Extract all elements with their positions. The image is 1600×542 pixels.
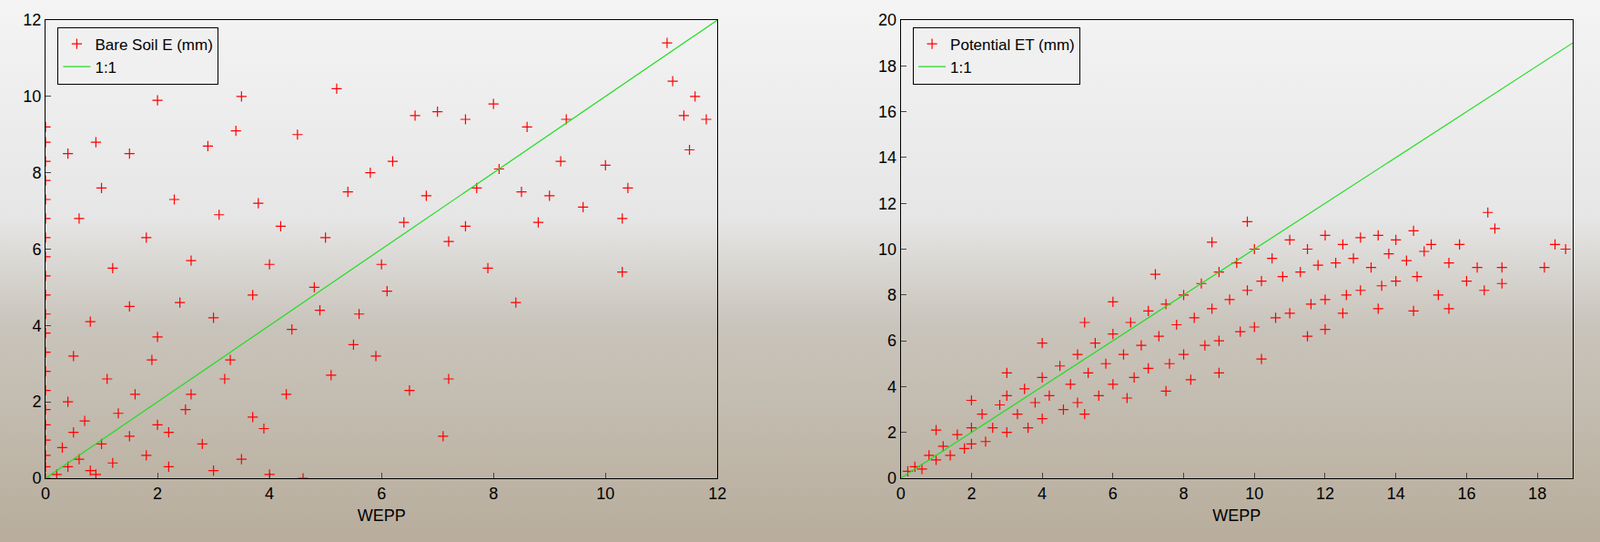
svg-text:2: 2 xyxy=(31,392,41,411)
svg-text:0: 0 xyxy=(31,468,41,487)
svg-text:10: 10 xyxy=(878,240,897,259)
svg-text:16: 16 xyxy=(878,102,897,122)
svg-text:WEPP: WEPP xyxy=(1212,506,1261,525)
svg-text:12: 12 xyxy=(1316,484,1335,503)
svg-text:4: 4 xyxy=(1037,484,1047,503)
svg-text:2: 2 xyxy=(966,484,976,503)
svg-text:20: 20 xyxy=(878,10,897,30)
svg-text:14: 14 xyxy=(878,148,897,167)
svg-text:2: 2 xyxy=(887,423,897,442)
svg-text:8: 8 xyxy=(488,484,498,503)
svg-text:12: 12 xyxy=(708,484,727,503)
svg-text:6: 6 xyxy=(376,484,386,503)
svg-text:0: 0 xyxy=(896,484,906,503)
svg-text:8: 8 xyxy=(31,163,41,183)
svg-text:Potential ET (mm): Potential ET (mm) xyxy=(950,36,1075,54)
svg-text:1:1: 1:1 xyxy=(94,59,117,77)
svg-text:0: 0 xyxy=(887,468,897,487)
svg-text:6: 6 xyxy=(887,331,897,350)
svg-text:8: 8 xyxy=(887,285,897,304)
svg-text:8: 8 xyxy=(1179,484,1189,503)
svg-text:4: 4 xyxy=(264,484,274,503)
svg-text:6: 6 xyxy=(31,240,41,259)
svg-text:4: 4 xyxy=(887,377,897,396)
svg-text:WEPP: WEPP xyxy=(357,506,406,525)
svg-text:2: 2 xyxy=(152,484,163,503)
svg-text:18: 18 xyxy=(1528,484,1547,503)
svg-text:4: 4 xyxy=(31,316,41,335)
svg-text:Bare Soil E (mm): Bare Soil E (mm) xyxy=(94,36,213,54)
svg-text:6: 6 xyxy=(1108,484,1118,503)
svg-text:10: 10 xyxy=(22,87,41,106)
svg-text:14: 14 xyxy=(1387,484,1406,503)
svg-text:12: 12 xyxy=(22,10,41,30)
svg-text:10: 10 xyxy=(1245,484,1264,503)
svg-text:12: 12 xyxy=(878,194,897,213)
svg-text:0: 0 xyxy=(40,484,51,503)
svg-text:10: 10 xyxy=(596,484,615,503)
svg-text:1:1: 1:1 xyxy=(950,59,973,77)
svg-text:16: 16 xyxy=(1457,484,1476,503)
svg-text:18: 18 xyxy=(878,57,897,76)
